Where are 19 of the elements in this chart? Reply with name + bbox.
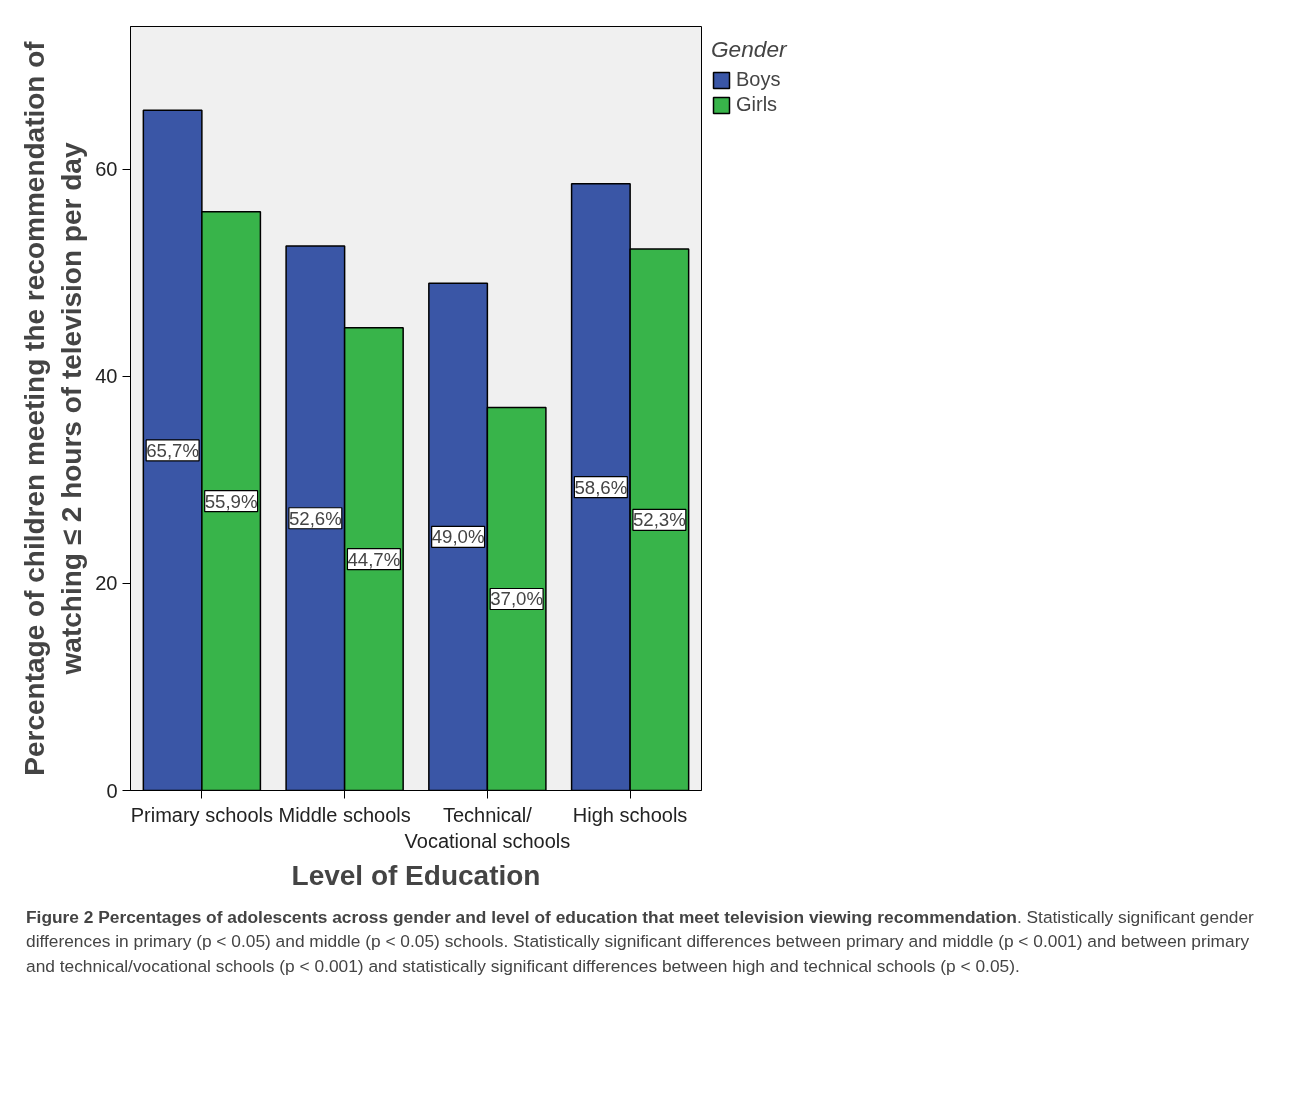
x-axis-title: Level of Education bbox=[291, 859, 541, 891]
data-label: 58,6% bbox=[574, 476, 628, 498]
y-tick-label: 20 bbox=[95, 572, 118, 595]
y-tick-label: 40 bbox=[95, 365, 118, 388]
y-tick-label: 60 bbox=[95, 158, 118, 181]
legend-title: Gender bbox=[711, 36, 787, 63]
data-label: 49,0% bbox=[431, 526, 485, 548]
y-tick-label: 0 bbox=[106, 779, 118, 802]
legend-label: Boys bbox=[736, 68, 781, 91]
x-tick-label: Primary schools bbox=[130, 803, 274, 826]
data-label: 52,3% bbox=[632, 509, 686, 531]
caption: Figure 2 Percentages of adolescents across gender and level of education that meet television viewing recommendation bbox=[26, 907, 1017, 927]
x-tick-label: Middle schools bbox=[278, 803, 411, 826]
data-label: 55,9% bbox=[204, 490, 258, 512]
data-label: 44,7% bbox=[347, 548, 401, 570]
legend-label: Girls bbox=[736, 93, 778, 116]
x-tick-label: High schools bbox=[572, 803, 688, 826]
data-label: 52,6% bbox=[288, 507, 342, 529]
y-axis-title: Percentage of children meeting the recommendation of watching ≤ 2 hours of television per day bbox=[19, 40, 88, 776]
